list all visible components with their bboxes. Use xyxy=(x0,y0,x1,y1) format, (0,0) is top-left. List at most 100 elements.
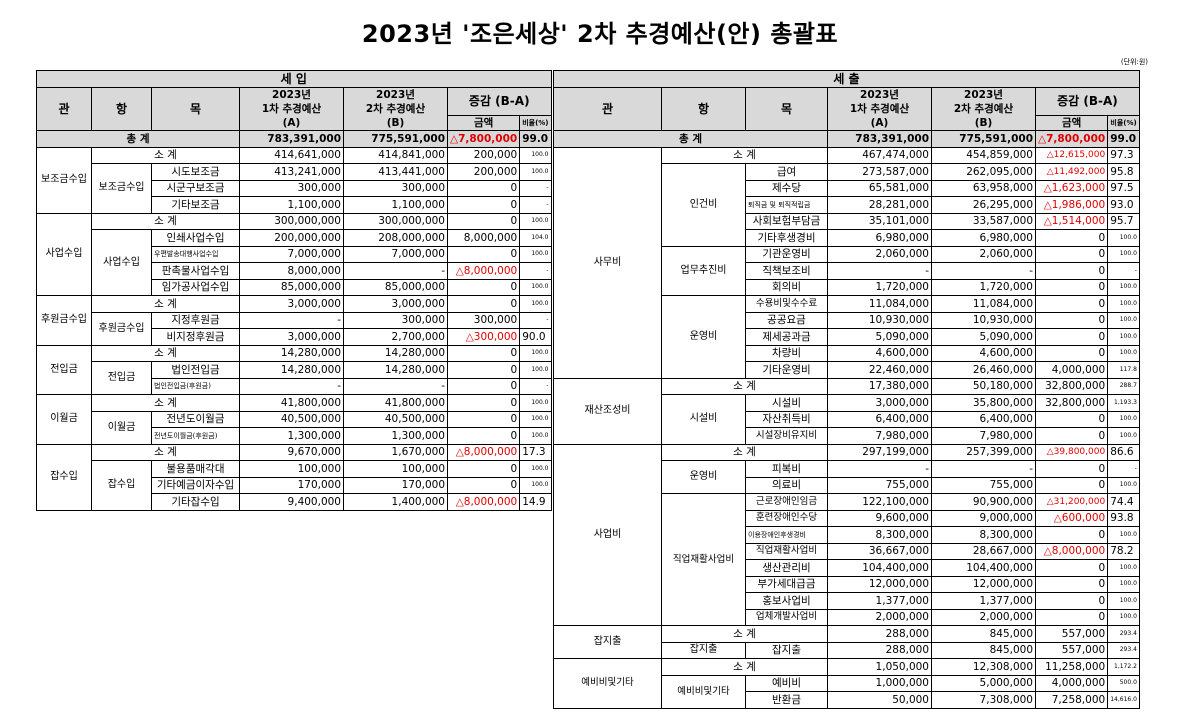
value-b: - xyxy=(931,460,1036,478)
table-row: 시설비 시설비 3,000,000 35,800,000 32,800,000 … xyxy=(554,394,1140,445)
table-row: 재산조성비 소 계 17,380,000 50,180,000 32,800,0… xyxy=(553,377,1140,445)
mok-cell: 판촉물사업수입 xyxy=(151,262,240,280)
table-row: 후원금수입 지정후원금 - 300,000 300,000 - xyxy=(37,311,552,346)
mok-cell: 생산관리비 xyxy=(745,559,828,577)
value-b: 2,000,000 xyxy=(931,608,1036,626)
mok-cell: 기타예금이자수입 xyxy=(151,476,240,494)
mok-cell: 비지정후원금 xyxy=(151,328,240,346)
value-amt: 0 xyxy=(446,278,521,296)
col-b-name: 2차 추경예산 xyxy=(931,101,1036,116)
value-amt: △8,000,000 xyxy=(446,493,521,511)
value-ratio: 95.8 xyxy=(1107,163,1140,181)
col-diff: 증감 (B-A) xyxy=(447,86,552,116)
value-b: 7,308,000 xyxy=(931,691,1036,709)
value-amt: 0 xyxy=(446,295,521,313)
value-ratio: 74.4 xyxy=(1107,493,1140,511)
table-row: 잡지출 소 계 288,000 845,000 557,000 293.4 xyxy=(553,625,1140,659)
value-ratio: 100.0 xyxy=(1107,526,1140,544)
value-ratio: 100.0 xyxy=(519,163,552,181)
mok-cell: 자산취득비 xyxy=(745,410,828,428)
total-a: 783,391,000 xyxy=(239,130,344,148)
mok-cell: 지정후원금 xyxy=(151,311,240,329)
mok-cell: 홍보사업비 xyxy=(745,592,828,610)
value-ratio: - xyxy=(519,196,552,214)
value-a: 5,090,000 xyxy=(827,328,932,346)
subtotal-label: 소 계 xyxy=(661,377,828,395)
value-b: 85,000,000 xyxy=(343,278,448,296)
value-a: 7,980,000 xyxy=(827,427,932,445)
table-row: 사무비 소 계 467,474,000 454,859,000 △12,615,… xyxy=(553,146,1140,379)
table-row: 전년도이월금(후원금) 1,300,000 1,300,000 0 100.0 xyxy=(37,427,552,445)
value-b: 26,295,000 xyxy=(931,196,1036,214)
mok-cell: 전년도이월금 xyxy=(151,410,240,428)
value-amt: 0 xyxy=(1034,229,1109,247)
value-b: 414,841,000 xyxy=(343,146,448,164)
value-amt: 557,000 xyxy=(1034,641,1109,659)
value-amt: 0 xyxy=(1034,410,1109,428)
value-amt: 32,800,000 xyxy=(1034,377,1109,395)
col-a-name: 1차 추경예산 xyxy=(827,101,932,116)
value-ratio: 17.3 xyxy=(519,443,552,461)
mok-cell: 기타보조금 xyxy=(151,196,240,214)
value-ratio: 78.2 xyxy=(1107,542,1140,560)
value-ratio: 86.6 xyxy=(1107,443,1140,461)
mok-cell: 법인전입금(후원금) xyxy=(151,377,240,395)
subtotal-label: 소 계 xyxy=(661,443,828,461)
table-row: 이월금 소 계 41,800,000 41,800,000 0 100.0 xyxy=(36,394,552,445)
value-amt: 0 xyxy=(1034,344,1109,362)
value-amt: 557,000 xyxy=(1034,625,1109,643)
value-ratio: 100.0 xyxy=(1107,559,1140,577)
table-row: 예비비및기타 예비비 1,000,000 5,000,000 4,000,000… xyxy=(554,674,1140,709)
table-row: 시설장비유지비 7,980,000 7,980,000 0 100.0 xyxy=(554,427,1140,445)
value-amt: 0 xyxy=(1034,559,1109,577)
mok-cell: 회의비 xyxy=(745,278,828,296)
value-a: 1,000,000 xyxy=(827,674,932,692)
mok-cell: 근로장애인임금 xyxy=(745,493,828,511)
value-amt: △12,615,000 xyxy=(1034,146,1109,164)
mok-cell: 퇴직금 및 퇴직적립금 xyxy=(745,196,828,214)
mok-cell: 의료비 xyxy=(745,476,828,494)
value-ratio: 100.0 xyxy=(519,278,552,296)
mok-cell: 제세공과금 xyxy=(745,328,828,346)
value-b: 41,800,000 xyxy=(343,394,448,412)
subtotal-label: 소 계 xyxy=(91,146,240,164)
gwan-cell: 재산조성비 xyxy=(553,377,662,445)
value-a: 9,400,000 xyxy=(239,493,344,511)
value-ratio: 93.0 xyxy=(1107,196,1140,214)
value-ratio: 100.0 xyxy=(519,146,552,164)
total-label: 총 계 xyxy=(553,130,828,148)
value-amt: △39,800,000 xyxy=(1034,443,1109,461)
table-row: 이월금 전년도이월금 40,500,000 40,500,000 0 100.0 xyxy=(37,410,552,445)
total-ratio: 99.0 xyxy=(1107,130,1140,148)
value-ratio: 100.0 xyxy=(1107,344,1140,362)
value-a: 1,300,000 xyxy=(239,427,344,445)
value-amt: 0 xyxy=(446,344,521,362)
value-amt: 4,000,000 xyxy=(1034,674,1109,692)
value-amt: 0 xyxy=(1034,575,1109,593)
value-ratio: 97.3 xyxy=(1107,146,1140,164)
value-a: 3,000,000 xyxy=(239,295,344,313)
table-row: 이용장애인후생경비 8,300,000 8,300,000 0 100.0 xyxy=(554,526,1140,544)
hang-cell: 예비비및기타 xyxy=(661,674,746,709)
value-b: 14,280,000 xyxy=(343,344,448,362)
value-a: 200,000,000 xyxy=(239,229,344,247)
total-ratio: 99.0 xyxy=(519,130,552,148)
value-ratio: 1,172.2 xyxy=(1107,658,1140,676)
mok-cell: 수용비및수수료 xyxy=(745,295,828,313)
mok-cell: 기타운영비 xyxy=(745,361,828,379)
value-b: 10,930,000 xyxy=(931,311,1036,329)
subtotal-label: 소 계 xyxy=(661,625,828,643)
value-b: 26,460,000 xyxy=(931,361,1036,379)
value-b: 845,000 xyxy=(931,641,1036,659)
table-row: 임가공사업수입 85,000,000 85,000,000 0 100.0 xyxy=(37,278,552,296)
value-ratio: 100.0 xyxy=(1107,245,1140,263)
value-ratio: 100.0 xyxy=(519,344,552,362)
col-a-tag: (A) xyxy=(827,115,932,131)
mok-cell: 법인전입금 xyxy=(151,361,240,379)
col-a-name: 1차 추경예산 xyxy=(239,101,344,116)
table-row: 판촉물사업수입 8,000,000 - △8,000,000 - xyxy=(37,262,552,280)
gwan-cell: 후원금수입 xyxy=(36,295,92,346)
total-b: 775,591,000 xyxy=(343,130,448,148)
value-amt: △11,492,000 xyxy=(1034,163,1109,181)
value-b: 90,900,000 xyxy=(931,493,1036,511)
